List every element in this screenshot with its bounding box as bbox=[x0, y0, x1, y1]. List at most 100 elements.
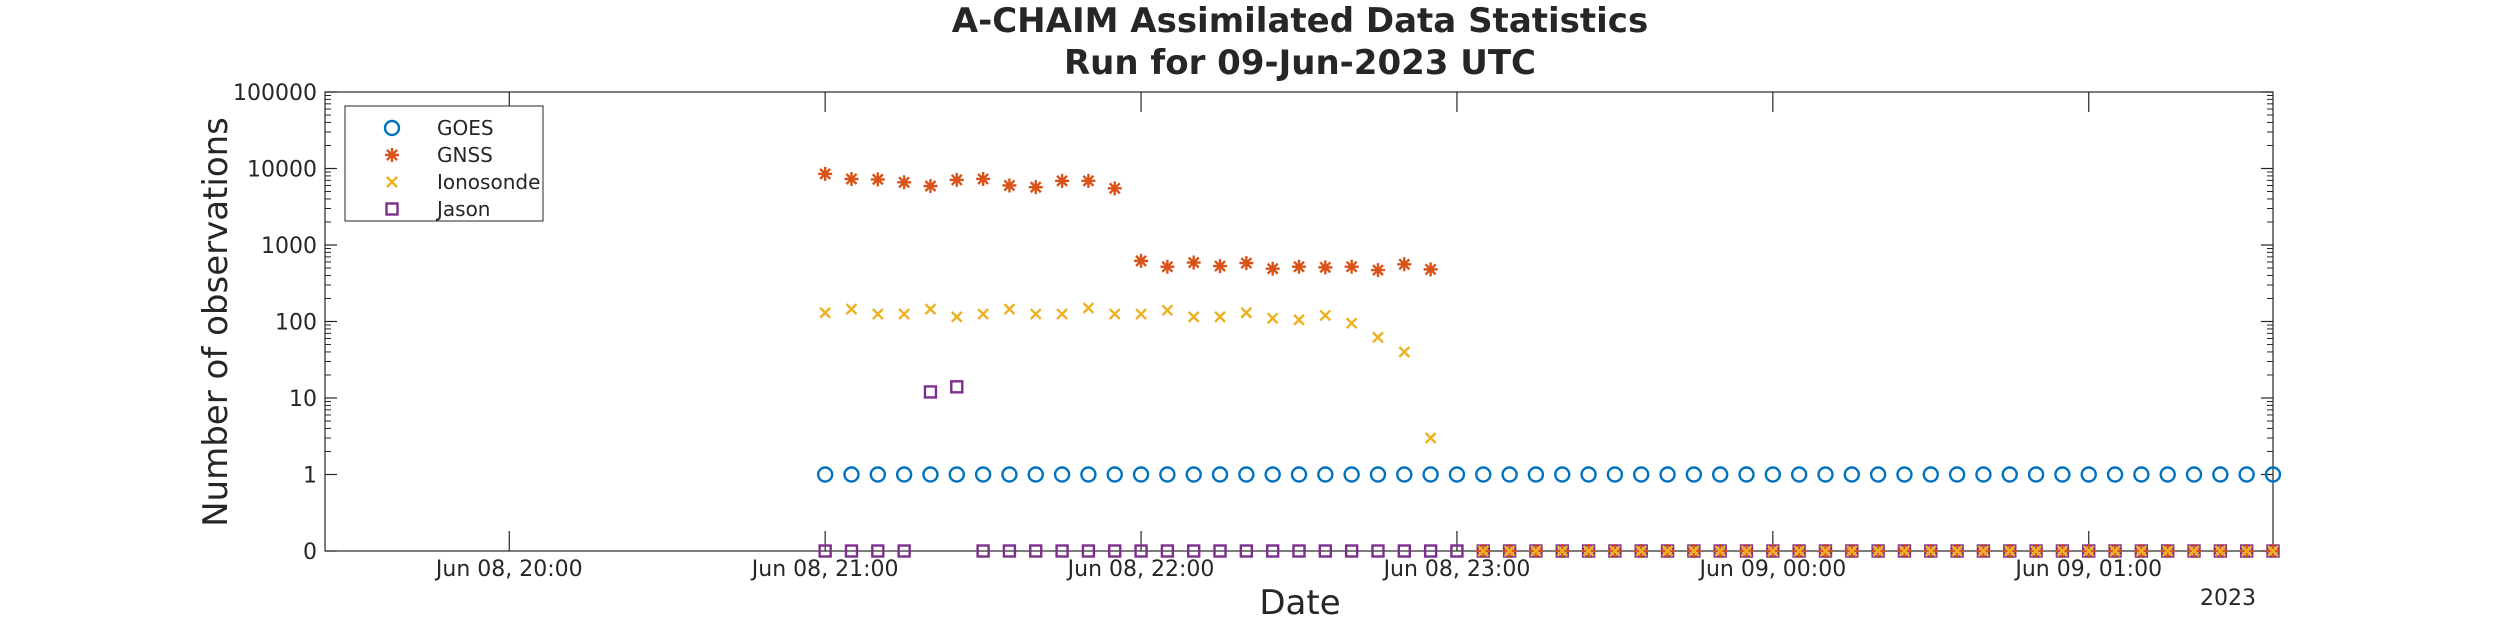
x-tick-label: Jun 08, 22:00 bbox=[1066, 557, 1215, 582]
data-point-ionosonde bbox=[1924, 545, 1937, 557]
data-point-goes bbox=[1001, 466, 1018, 483]
data-point-goes bbox=[1527, 466, 1545, 483]
data-point-goes bbox=[1343, 466, 1360, 483]
data-point-gnss bbox=[1292, 259, 1306, 274]
legend-item-goes: GOES bbox=[383, 116, 494, 140]
data-point-gnss bbox=[870, 172, 885, 187]
data-point-ionosonde bbox=[1424, 432, 1437, 444]
series-gnss bbox=[818, 166, 1438, 278]
data-point-goes bbox=[1290, 466, 1308, 483]
data-point-goes bbox=[948, 466, 965, 483]
data-point-gnss bbox=[949, 172, 964, 187]
data-point-goes bbox=[2238, 466, 2255, 483]
data-point-ionosonde bbox=[1556, 545, 1569, 557]
data-point-goes bbox=[1475, 466, 1492, 483]
data-point-goes bbox=[1027, 466, 1044, 483]
data-point-goes bbox=[1869, 466, 1887, 483]
data-point-ionosonde bbox=[1266, 312, 1279, 325]
data-point-goes bbox=[2106, 466, 2124, 483]
data-point-jason bbox=[1371, 544, 1385, 558]
data-point-goes bbox=[1448, 466, 1466, 483]
data-point-ionosonde bbox=[1661, 545, 1674, 557]
data-point-ionosonde bbox=[1819, 545, 1832, 557]
data-point-ionosonde bbox=[1108, 308, 1121, 320]
data-point-ionosonde bbox=[1793, 545, 1806, 557]
data-point-goes bbox=[1659, 466, 1676, 483]
data-point-jason bbox=[1081, 544, 1096, 558]
data-point-ionosonde bbox=[977, 308, 989, 320]
data-point-jason bbox=[1108, 544, 1122, 558]
data-point-goes bbox=[1080, 466, 1097, 483]
data-point-ionosonde bbox=[1766, 545, 1779, 557]
data-point-ionosonde bbox=[1530, 545, 1542, 557]
data-point-jason bbox=[950, 380, 964, 394]
data-point-jason bbox=[844, 544, 859, 558]
data-point-goes bbox=[843, 466, 860, 483]
legend-box bbox=[344, 105, 544, 222]
marks-layer bbox=[816, 166, 2282, 558]
data-point-jason bbox=[976, 544, 990, 558]
y-tick-label: 1 bbox=[303, 464, 317, 489]
legend-marker-ionosonde bbox=[386, 176, 398, 188]
data-point-goes bbox=[1264, 466, 1281, 483]
x-tick-label: Jun 09, 00:00 bbox=[1697, 557, 1846, 582]
data-point-goes bbox=[2133, 466, 2150, 483]
data-point-ionosonde bbox=[1872, 545, 1884, 557]
data-point-ionosonde bbox=[2030, 545, 2042, 557]
data-point-gnss bbox=[1397, 257, 1412, 272]
data-point-ionosonde bbox=[1688, 545, 1700, 557]
data-point-gnss bbox=[1160, 259, 1175, 274]
data-point-jason bbox=[1239, 544, 1254, 558]
data-point-ionosonde bbox=[1345, 317, 1358, 330]
data-point-gnss bbox=[1134, 253, 1149, 268]
data-point-goes bbox=[974, 466, 992, 483]
data-point-ionosonde bbox=[2056, 545, 2069, 557]
data-point-gnss bbox=[1028, 180, 1043, 195]
data-point-ionosonde bbox=[1029, 308, 1042, 320]
data-point-ionosonde bbox=[845, 303, 858, 316]
data-point-ionosonde bbox=[871, 308, 884, 320]
data-point-ionosonde bbox=[1714, 545, 1727, 557]
legend-item-ionosonde: Ionosonde bbox=[386, 170, 540, 194]
data-point-goes bbox=[816, 466, 834, 483]
data-point-ionosonde bbox=[1845, 545, 1858, 557]
data-point-ionosonde bbox=[1003, 303, 1016, 316]
y-axis-label: Number of observations bbox=[196, 117, 236, 527]
data-point-ionosonde bbox=[1477, 545, 1490, 557]
data-point-ionosonde bbox=[1187, 311, 1200, 323]
legend-marker-gnss bbox=[385, 148, 399, 162]
data-point-ionosonde bbox=[1398, 346, 1411, 358]
data-point-goes bbox=[1422, 466, 1439, 483]
data-point-gnss bbox=[1081, 173, 1096, 188]
data-point-gnss bbox=[1370, 263, 1385, 278]
data-point-goes bbox=[1948, 466, 1966, 483]
data-point-ionosonde bbox=[1609, 545, 1621, 557]
data-point-gnss bbox=[818, 166, 833, 181]
data-point-gnss bbox=[1186, 255, 1201, 270]
data-point-ionosonde bbox=[924, 303, 937, 316]
data-point-ionosonde bbox=[2135, 545, 2148, 557]
data-point-jason bbox=[818, 544, 832, 558]
y-tick-label: 1000 bbox=[261, 234, 317, 259]
data-point-gnss bbox=[976, 171, 991, 186]
data-point-ionosonde bbox=[1503, 545, 1516, 557]
data-point-ionosonde bbox=[2082, 545, 2095, 557]
y-tick-label: 10 bbox=[289, 387, 317, 412]
data-point-goes bbox=[2185, 466, 2203, 483]
data-point-goes bbox=[2027, 466, 2045, 483]
data-point-goes bbox=[1843, 466, 1861, 483]
data-point-jason bbox=[1318, 544, 1333, 558]
data-point-goes bbox=[1238, 466, 1255, 483]
series-ionosonde bbox=[819, 302, 1437, 444]
data-point-goes bbox=[1317, 466, 1334, 483]
data-point-gnss bbox=[1107, 181, 1122, 196]
data-point-jason bbox=[923, 385, 938, 399]
data-point-goes bbox=[1817, 466, 1834, 483]
data-point-goes bbox=[1606, 466, 1624, 483]
data-point-ionosonde bbox=[1740, 545, 1753, 557]
data-point-ionosonde bbox=[1240, 306, 1253, 319]
data-point-gnss bbox=[1002, 178, 1017, 193]
data-point-goes bbox=[2159, 466, 2176, 483]
